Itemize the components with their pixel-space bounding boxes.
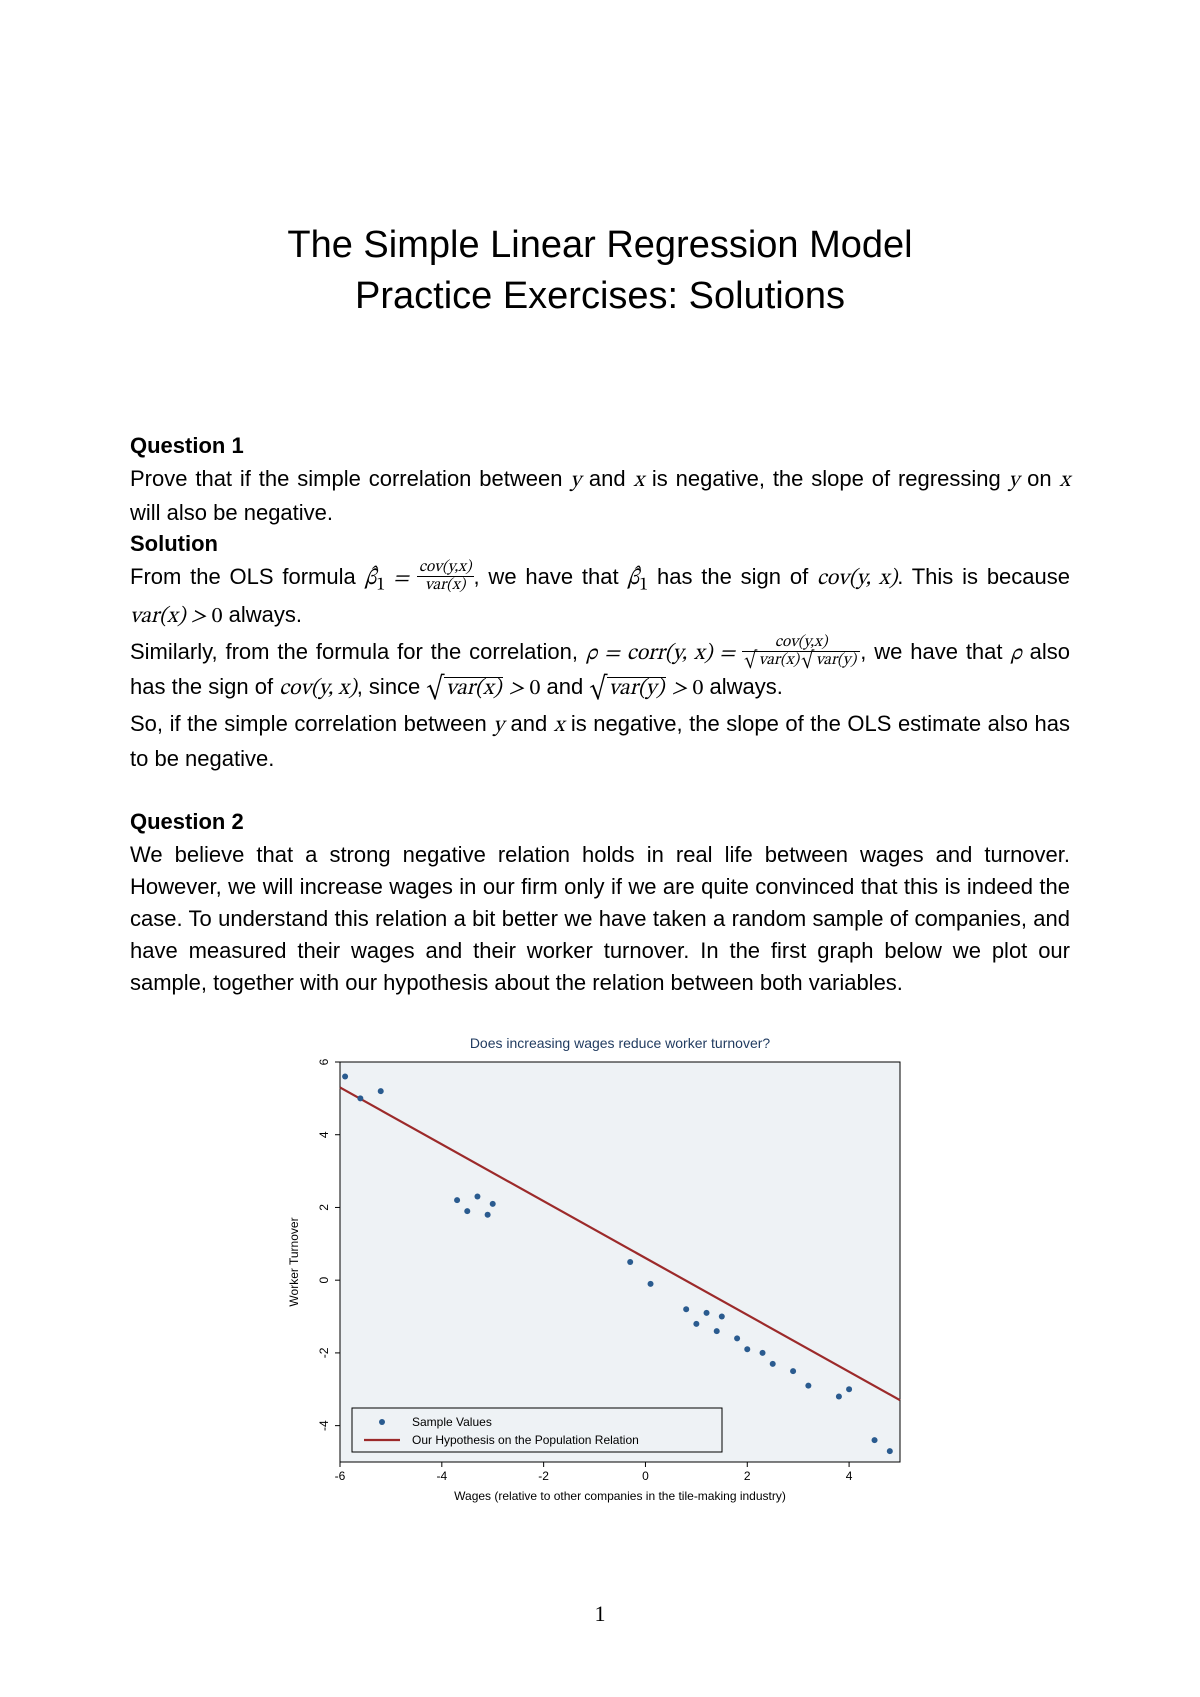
svg-text:-2: -2 bbox=[317, 1348, 331, 1359]
page: The Simple Linear Regression Model Pract… bbox=[0, 0, 1200, 1697]
svg-text:Does increasing wages reduce w: Does increasing wages reduce worker turn… bbox=[470, 1035, 771, 1051]
q1-solution-line3: So, if the simple correlation between y … bbox=[130, 708, 1070, 775]
q1-solution-heading: Solution bbox=[130, 531, 1070, 557]
title-line-2: Practice Exercises: Solutions bbox=[355, 275, 845, 317]
svg-text:0: 0 bbox=[642, 1469, 649, 1483]
svg-text:4: 4 bbox=[317, 1132, 331, 1139]
svg-text:-4: -4 bbox=[317, 1420, 331, 1431]
question-1-block: Question 1 Prove that if the simple corr… bbox=[130, 433, 1070, 775]
q2-heading: Question 2 bbox=[130, 809, 1070, 835]
svg-text:Wages (relative to other compa: Wages (relative to other companies in th… bbox=[454, 1489, 786, 1503]
scatter-chart: Does increasing wages reduce worker turn… bbox=[280, 1032, 920, 1517]
svg-text:-6: -6 bbox=[335, 1469, 346, 1483]
svg-text:Our Hypothesis on the Populati: Our Hypothesis on the Population Relatio… bbox=[412, 1433, 639, 1447]
chart-svg: Does increasing wages reduce worker turn… bbox=[280, 1032, 920, 1512]
svg-text:2: 2 bbox=[317, 1204, 331, 1211]
q2-text: We believe that a strong negative relati… bbox=[130, 839, 1070, 998]
svg-text:-4: -4 bbox=[436, 1469, 447, 1483]
document-title: The Simple Linear Regression Model Pract… bbox=[130, 220, 1070, 323]
q1-solution-line2: Similarly, from the formula for the corr… bbox=[130, 636, 1070, 706]
q1-heading: Question 1 bbox=[130, 433, 1070, 459]
svg-text:6: 6 bbox=[317, 1059, 331, 1066]
question-2-block: Question 2 We believe that a strong nega… bbox=[130, 809, 1070, 998]
svg-text:2: 2 bbox=[744, 1469, 751, 1483]
page-number: 1 bbox=[0, 1601, 1200, 1627]
svg-text:0: 0 bbox=[317, 1277, 331, 1284]
svg-text:4: 4 bbox=[846, 1469, 853, 1483]
svg-text:Worker Turnover: Worker Turnover bbox=[287, 1218, 301, 1307]
q1-solution-line1: From the OLS formula β̂1 = cov(y,x)var(x… bbox=[130, 561, 1070, 634]
title-line-1: The Simple Linear Regression Model bbox=[287, 224, 912, 266]
svg-text:Sample Values: Sample Values bbox=[412, 1415, 492, 1429]
svg-text:-2: -2 bbox=[538, 1469, 549, 1483]
q1-prompt: Prove that if the simple correlation bet… bbox=[130, 463, 1070, 530]
